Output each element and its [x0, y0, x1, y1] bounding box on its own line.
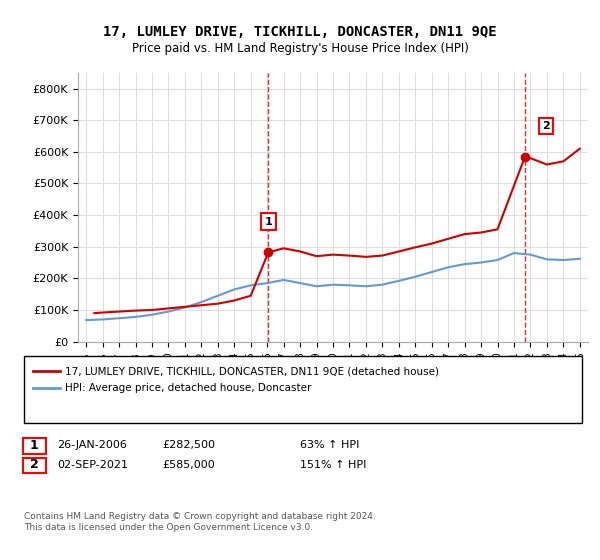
Text: 151% ↑ HPI: 151% ↑ HPI: [300, 460, 367, 470]
Text: 1: 1: [30, 438, 38, 452]
Text: 2: 2: [542, 121, 550, 131]
Text: 1: 1: [265, 217, 272, 227]
Text: 02-SEP-2021: 02-SEP-2021: [57, 460, 128, 470]
Text: £585,000: £585,000: [162, 460, 215, 470]
Text: HPI: Average price, detached house, Doncaster: HPI: Average price, detached house, Donc…: [65, 383, 311, 393]
Text: 63% ↑ HPI: 63% ↑ HPI: [300, 440, 359, 450]
Text: 2: 2: [30, 458, 38, 472]
Text: 17, LUMLEY DRIVE, TICKHILL, DONCASTER, DN11 9QE: 17, LUMLEY DRIVE, TICKHILL, DONCASTER, D…: [103, 25, 497, 39]
Text: Price paid vs. HM Land Registry's House Price Index (HPI): Price paid vs. HM Land Registry's House …: [131, 42, 469, 55]
Text: £282,500: £282,500: [162, 440, 215, 450]
Text: Contains HM Land Registry data © Crown copyright and database right 2024.
This d: Contains HM Land Registry data © Crown c…: [24, 512, 376, 532]
Text: 26-JAN-2006: 26-JAN-2006: [57, 440, 127, 450]
Text: 17, LUMLEY DRIVE, TICKHILL, DONCASTER, DN11 9QE (detached house): 17, LUMLEY DRIVE, TICKHILL, DONCASTER, D…: [65, 366, 439, 376]
